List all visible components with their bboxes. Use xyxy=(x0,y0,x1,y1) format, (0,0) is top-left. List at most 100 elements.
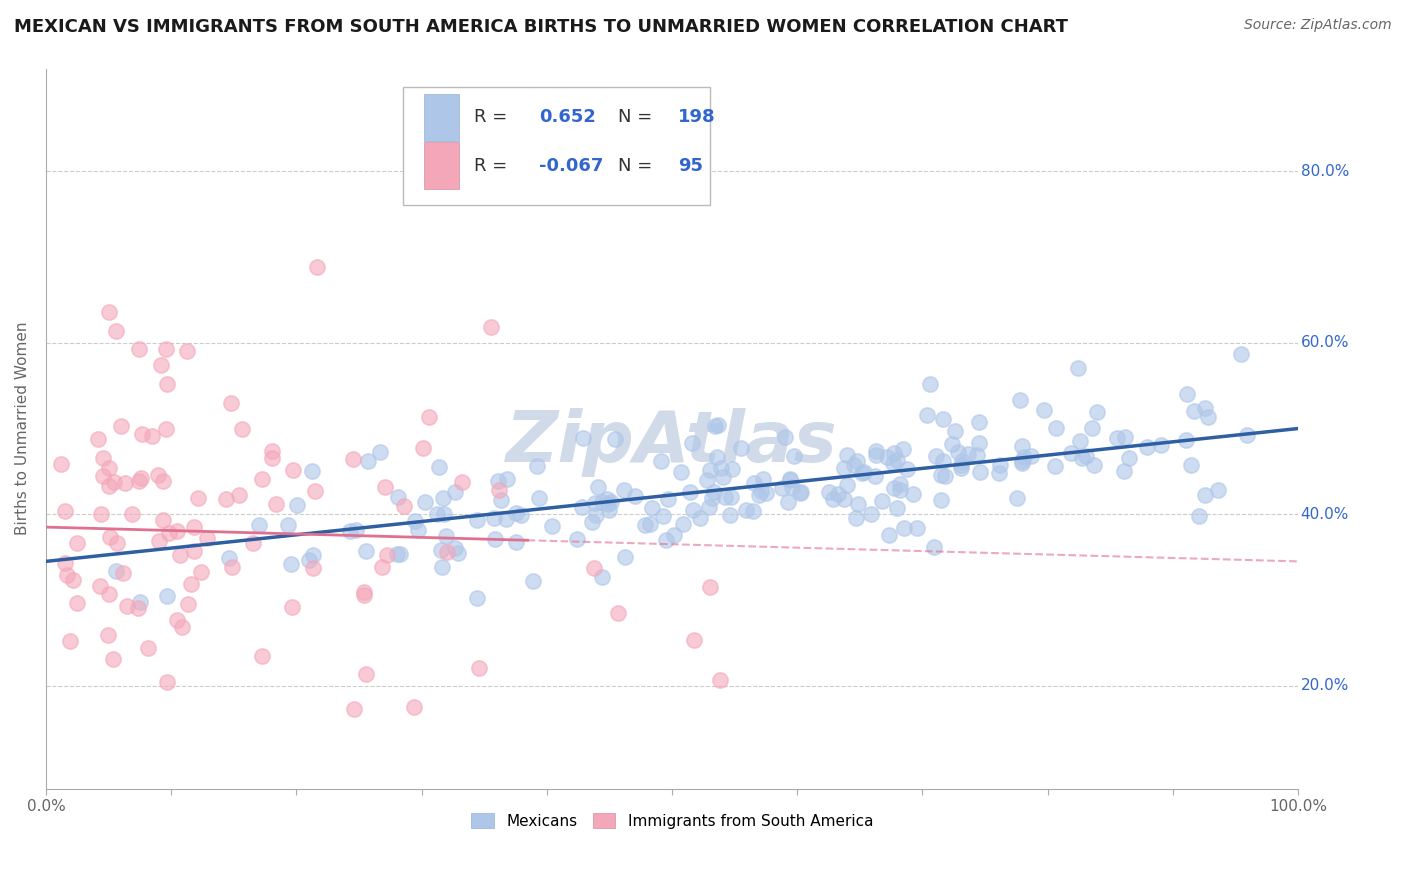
Point xyxy=(1021,449,1043,463)
Point xyxy=(706,450,728,464)
Point xyxy=(827,487,849,501)
Point xyxy=(846,454,869,468)
Point xyxy=(863,468,886,483)
Point xyxy=(176,597,198,611)
Point xyxy=(641,501,664,516)
Point xyxy=(344,523,367,537)
Point xyxy=(682,503,704,517)
Point xyxy=(567,532,589,546)
Point xyxy=(491,492,513,507)
Point xyxy=(1188,508,1211,523)
Point xyxy=(98,479,121,493)
Point xyxy=(1059,445,1081,459)
Point xyxy=(591,494,613,508)
Point xyxy=(1010,392,1032,407)
Point xyxy=(655,533,678,548)
Point xyxy=(131,426,153,441)
Point xyxy=(156,589,179,603)
Point xyxy=(720,462,742,476)
FancyBboxPatch shape xyxy=(404,87,710,205)
Point xyxy=(392,500,415,514)
Point xyxy=(832,461,855,475)
Point xyxy=(969,465,991,479)
Point xyxy=(166,524,188,538)
Point xyxy=(1005,491,1028,505)
Point xyxy=(353,585,375,599)
Point xyxy=(509,508,531,523)
Point xyxy=(714,490,737,504)
Point xyxy=(669,465,692,479)
Point xyxy=(426,507,449,521)
Point xyxy=(447,546,470,560)
Point xyxy=(583,561,606,575)
Point xyxy=(371,560,394,574)
Point xyxy=(842,458,865,473)
Point xyxy=(922,540,945,554)
Point xyxy=(1105,431,1128,445)
Point xyxy=(607,606,630,620)
Point xyxy=(1206,483,1229,497)
Point xyxy=(707,417,730,432)
Point xyxy=(929,493,952,508)
Point xyxy=(87,432,110,446)
Point xyxy=(711,470,734,484)
Point xyxy=(301,464,323,478)
Point xyxy=(950,461,973,475)
Point xyxy=(585,508,607,522)
Point xyxy=(896,462,918,476)
Point xyxy=(741,504,763,518)
Point xyxy=(190,565,212,579)
Point xyxy=(853,465,876,479)
Text: R =: R = xyxy=(474,157,508,175)
Point xyxy=(1194,401,1216,415)
Point xyxy=(357,453,380,467)
Point xyxy=(718,508,741,523)
Text: MEXICAN VS IMMIGRANTS FROM SOUTH AMERICA BIRTHS TO UNMARRIED WOMEN CORRELATION C: MEXICAN VS IMMIGRANTS FROM SOUTH AMERICA… xyxy=(14,18,1069,36)
Point xyxy=(156,377,179,392)
Point xyxy=(402,699,425,714)
Point xyxy=(967,436,990,450)
Point xyxy=(484,533,506,547)
Point xyxy=(886,501,908,516)
Point xyxy=(444,541,467,555)
Point xyxy=(1194,488,1216,502)
Point xyxy=(385,547,408,561)
Point xyxy=(195,531,218,545)
Point xyxy=(219,395,242,409)
Point xyxy=(430,560,453,574)
Point xyxy=(104,565,127,579)
Y-axis label: Births to Unmarried Women: Births to Unmarried Women xyxy=(15,322,30,535)
Point xyxy=(280,557,302,571)
Point xyxy=(298,553,321,567)
Point xyxy=(218,550,240,565)
Point xyxy=(129,594,152,608)
Point xyxy=(1045,421,1067,435)
Text: 80.0%: 80.0% xyxy=(1301,164,1348,179)
Point xyxy=(835,448,858,462)
Point xyxy=(242,536,264,550)
Point xyxy=(49,457,72,471)
Point xyxy=(277,517,299,532)
Point xyxy=(110,418,132,433)
Point xyxy=(91,469,114,483)
Point xyxy=(790,485,813,500)
Point xyxy=(699,580,721,594)
Point xyxy=(934,469,956,483)
Point xyxy=(305,260,328,274)
Point xyxy=(415,495,437,509)
Point xyxy=(1066,361,1088,376)
Point xyxy=(97,305,120,319)
Legend: Mexicans, Immigrants from South America: Mexicans, Immigrants from South America xyxy=(465,806,879,835)
Point xyxy=(1182,404,1205,418)
Point xyxy=(835,478,858,492)
Point xyxy=(650,454,672,468)
Point xyxy=(89,579,111,593)
Point xyxy=(700,491,723,505)
Point xyxy=(1112,464,1135,478)
Point xyxy=(427,460,450,475)
Point xyxy=(465,591,488,606)
Point xyxy=(886,452,908,467)
Text: Source: ZipAtlas.com: Source: ZipAtlas.com xyxy=(1244,18,1392,32)
Point xyxy=(264,497,287,511)
FancyBboxPatch shape xyxy=(425,94,460,141)
